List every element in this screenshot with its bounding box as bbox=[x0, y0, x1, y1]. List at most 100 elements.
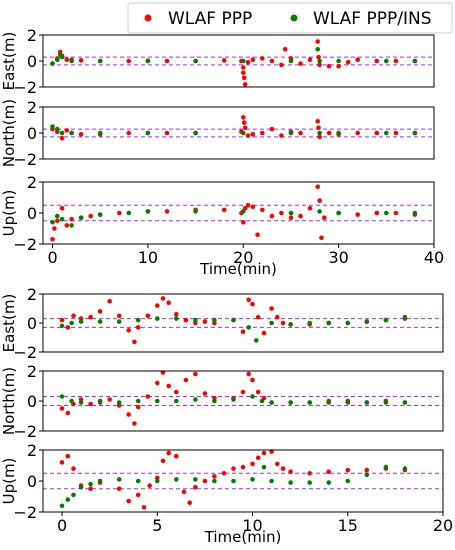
data-point bbox=[166, 300, 171, 306]
data-point bbox=[383, 400, 389, 405]
data-point bbox=[59, 216, 65, 222]
legend-marker-ins bbox=[290, 14, 298, 22]
data-point bbox=[126, 130, 132, 136]
data-point bbox=[135, 478, 141, 484]
data-point bbox=[187, 500, 192, 506]
data-point bbox=[212, 398, 217, 404]
panel-2: −2 0 2 North(m) bbox=[0, 98, 435, 169]
data-point bbox=[59, 460, 65, 465]
data-point bbox=[241, 58, 246, 64]
data-point bbox=[288, 469, 293, 475]
data-point bbox=[250, 394, 255, 399]
data-point bbox=[97, 130, 103, 136]
data-point bbox=[279, 210, 284, 216]
data-point bbox=[141, 505, 147, 510]
data-point bbox=[117, 210, 122, 216]
data-point bbox=[155, 303, 160, 308]
data-point bbox=[174, 312, 179, 317]
data-point bbox=[315, 119, 321, 124]
data-point bbox=[50, 237, 55, 242]
series-ins bbox=[59, 394, 408, 405]
data-point bbox=[279, 62, 284, 68]
data-point bbox=[155, 478, 160, 484]
data-point bbox=[97, 398, 103, 404]
data-point bbox=[246, 325, 251, 330]
data-point bbox=[315, 47, 321, 52]
y-tick-label: −2 bbox=[13, 503, 37, 522]
x-tick-label: 0 bbox=[57, 516, 67, 535]
data-point bbox=[166, 383, 171, 389]
y-axis-label: Up(m) bbox=[0, 458, 18, 505]
data-point bbox=[316, 54, 321, 60]
x-tick-label: 30 bbox=[328, 248, 348, 267]
data-point bbox=[65, 325, 71, 330]
data-point bbox=[221, 207, 227, 213]
data-point bbox=[345, 467, 351, 473]
data-point bbox=[315, 39, 321, 44]
series-ppp bbox=[50, 39, 418, 87]
data-point bbox=[135, 404, 141, 410]
data-point bbox=[255, 455, 261, 461]
data-point bbox=[174, 316, 179, 321]
data-point bbox=[250, 477, 255, 482]
data-point bbox=[116, 400, 122, 405]
data-point bbox=[174, 398, 179, 404]
data-point bbox=[383, 464, 389, 470]
data-point bbox=[269, 213, 275, 219]
data-point bbox=[384, 58, 389, 64]
series-ins bbox=[50, 47, 418, 66]
data-point bbox=[402, 466, 408, 471]
data-point bbox=[164, 58, 170, 64]
y-tick-label: −2 bbox=[13, 235, 37, 254]
data-point bbox=[307, 480, 313, 485]
data-point bbox=[412, 130, 418, 136]
data-point bbox=[336, 58, 341, 64]
data-point bbox=[126, 412, 131, 417]
data-point bbox=[259, 398, 265, 404]
data-point bbox=[183, 317, 189, 323]
data-point bbox=[326, 480, 332, 485]
data-point bbox=[255, 314, 261, 320]
data-point bbox=[69, 398, 74, 404]
data-point bbox=[88, 314, 93, 320]
data-point bbox=[55, 213, 60, 219]
data-point bbox=[71, 313, 76, 319]
data-point bbox=[221, 58, 227, 63]
data-point bbox=[50, 124, 55, 129]
data-point bbox=[88, 401, 93, 407]
data-point bbox=[241, 130, 246, 136]
series-ins bbox=[50, 209, 418, 228]
data-point bbox=[245, 203, 251, 208]
data-point bbox=[393, 130, 399, 136]
data-point bbox=[193, 397, 198, 402]
data-point bbox=[317, 134, 322, 140]
data-point bbox=[202, 391, 208, 396]
data-point bbox=[298, 213, 303, 219]
data-point bbox=[59, 317, 65, 323]
data-point bbox=[269, 320, 274, 326]
y-axis-label: North(m) bbox=[0, 99, 18, 167]
series-ppp bbox=[59, 296, 408, 345]
y-tick-label: 2 bbox=[27, 26, 37, 45]
data-point bbox=[280, 320, 286, 326]
data-point bbox=[246, 297, 251, 303]
data-point bbox=[69, 320, 74, 326]
data-point bbox=[288, 130, 294, 136]
y-tick-label: −2 bbox=[13, 150, 37, 169]
data-point bbox=[59, 406, 65, 411]
data-point bbox=[59, 503, 65, 509]
data-point bbox=[316, 125, 321, 131]
x-tick-label: 0 bbox=[47, 248, 57, 267]
x-tick-label: 10 bbox=[138, 248, 158, 267]
data-point bbox=[59, 323, 65, 329]
data-point bbox=[260, 207, 265, 213]
data-point bbox=[374, 210, 380, 216]
data-point bbox=[345, 478, 351, 484]
data-point bbox=[59, 135, 65, 141]
series-ins bbox=[59, 314, 408, 343]
data-point bbox=[250, 132, 256, 137]
data-point bbox=[261, 330, 267, 336]
data-point bbox=[364, 472, 370, 478]
data-point bbox=[345, 320, 351, 326]
